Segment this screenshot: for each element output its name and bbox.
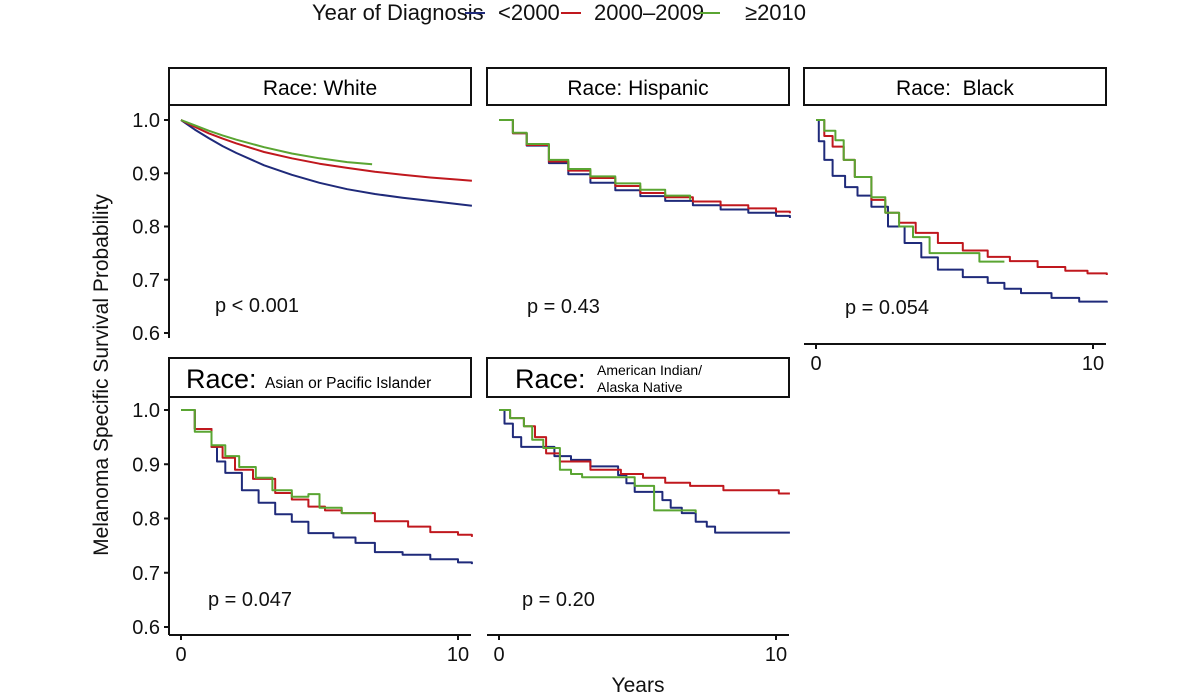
y-tick-label: 1.0 xyxy=(132,110,160,132)
x-axis-label: Years xyxy=(612,674,665,696)
panel-aian: Race: American Indian/Alaska Native 0 10 p =… xyxy=(486,357,790,666)
y-tick-label: 0.8 xyxy=(132,217,160,239)
strip-label-line: American Indian/ xyxy=(597,362,702,378)
strip-label: Race: White xyxy=(263,77,377,100)
series-line-ge2010 xyxy=(816,119,1005,263)
p-value-annotation: p = 0.20 xyxy=(522,589,595,611)
y-tick-label: 0.9 xyxy=(132,454,160,476)
legend-title: Year of Diagnosis xyxy=(312,0,484,25)
strip-prefix: Race: xyxy=(186,364,257,394)
series-line-ge2010 xyxy=(180,119,373,166)
strip-label: Race: Black xyxy=(896,77,1014,100)
x-tick-label: 10 xyxy=(447,644,469,666)
series-line-lt2000 xyxy=(181,409,473,565)
series-line-y2000_2009 xyxy=(499,409,790,495)
strip-box xyxy=(168,357,472,398)
panel-white: Race: White 1.0 0.9 0.8 0.7 0.6 p < 0.001 xyxy=(132,67,473,345)
strip-box xyxy=(168,67,472,106)
strip-label: Asian or Pacific Islander xyxy=(265,375,431,392)
p-value-annotation: p = 0.054 xyxy=(845,297,929,319)
panel-black: Race: Black 0 10 p = 0.054 xyxy=(803,67,1108,375)
panel-asian_pi: Race: Asian or Pacific Islander 1.0 0.9 0.8 0… xyxy=(132,357,473,666)
legend-label-ge2010: ≥2010 xyxy=(745,0,806,25)
strip-box xyxy=(803,67,1107,106)
series-line-ge2010 xyxy=(181,409,373,515)
x-tick-label: 0 xyxy=(810,353,821,375)
x-tick-label: 0 xyxy=(493,644,504,666)
series-line-ge2010 xyxy=(499,119,692,200)
x-tick-label: 10 xyxy=(1082,353,1104,375)
x-tick-label: 10 xyxy=(765,644,787,666)
series-line-ge2010 xyxy=(499,409,697,514)
series-line-lt2000 xyxy=(180,119,473,207)
y-tick-label: 0.7 xyxy=(132,270,160,292)
y-tick-label: 0.8 xyxy=(132,509,160,531)
legend-label-2000-2009: 2000–2009 xyxy=(594,0,704,25)
legend: Year of Diagnosis <2000 2000–2009 ≥2010 xyxy=(312,0,806,25)
x-tick-label: 0 xyxy=(175,644,186,666)
y-axis-label: Melanoma Specific Survival Probability xyxy=(90,194,113,556)
y-tick-label: 0.6 xyxy=(132,323,160,345)
panel-hispanic: Race: Hispanic p = 0.43 xyxy=(486,67,791,318)
series-line-lt2000 xyxy=(816,119,1108,303)
y-tick-label: 0.9 xyxy=(132,163,160,185)
strip-box xyxy=(486,67,790,106)
strip-box xyxy=(486,357,790,398)
series-line-lt2000 xyxy=(499,119,791,218)
series-line-lt2000 xyxy=(499,409,790,534)
strip-prefix: Race: xyxy=(515,364,586,394)
p-value-annotation: p = 0.047 xyxy=(208,589,292,611)
series-line-y2000_2009 xyxy=(499,119,791,214)
p-value-annotation: p = 0.43 xyxy=(527,296,600,318)
series-line-y2000_2009 xyxy=(181,409,473,537)
y-tick-label: 1.0 xyxy=(132,400,160,422)
strip-label: Race: Hispanic xyxy=(567,77,708,100)
legend-label-lt2000: <2000 xyxy=(498,0,560,25)
series-line-y2000_2009 xyxy=(816,119,1108,275)
series-line-y2000_2009 xyxy=(180,119,472,182)
y-tick-label: 0.6 xyxy=(132,617,160,639)
p-value-annotation: p < 0.001 xyxy=(215,295,299,317)
strip-label-line: Alaska Native xyxy=(597,379,683,395)
y-tick-label: 0.7 xyxy=(132,563,160,585)
